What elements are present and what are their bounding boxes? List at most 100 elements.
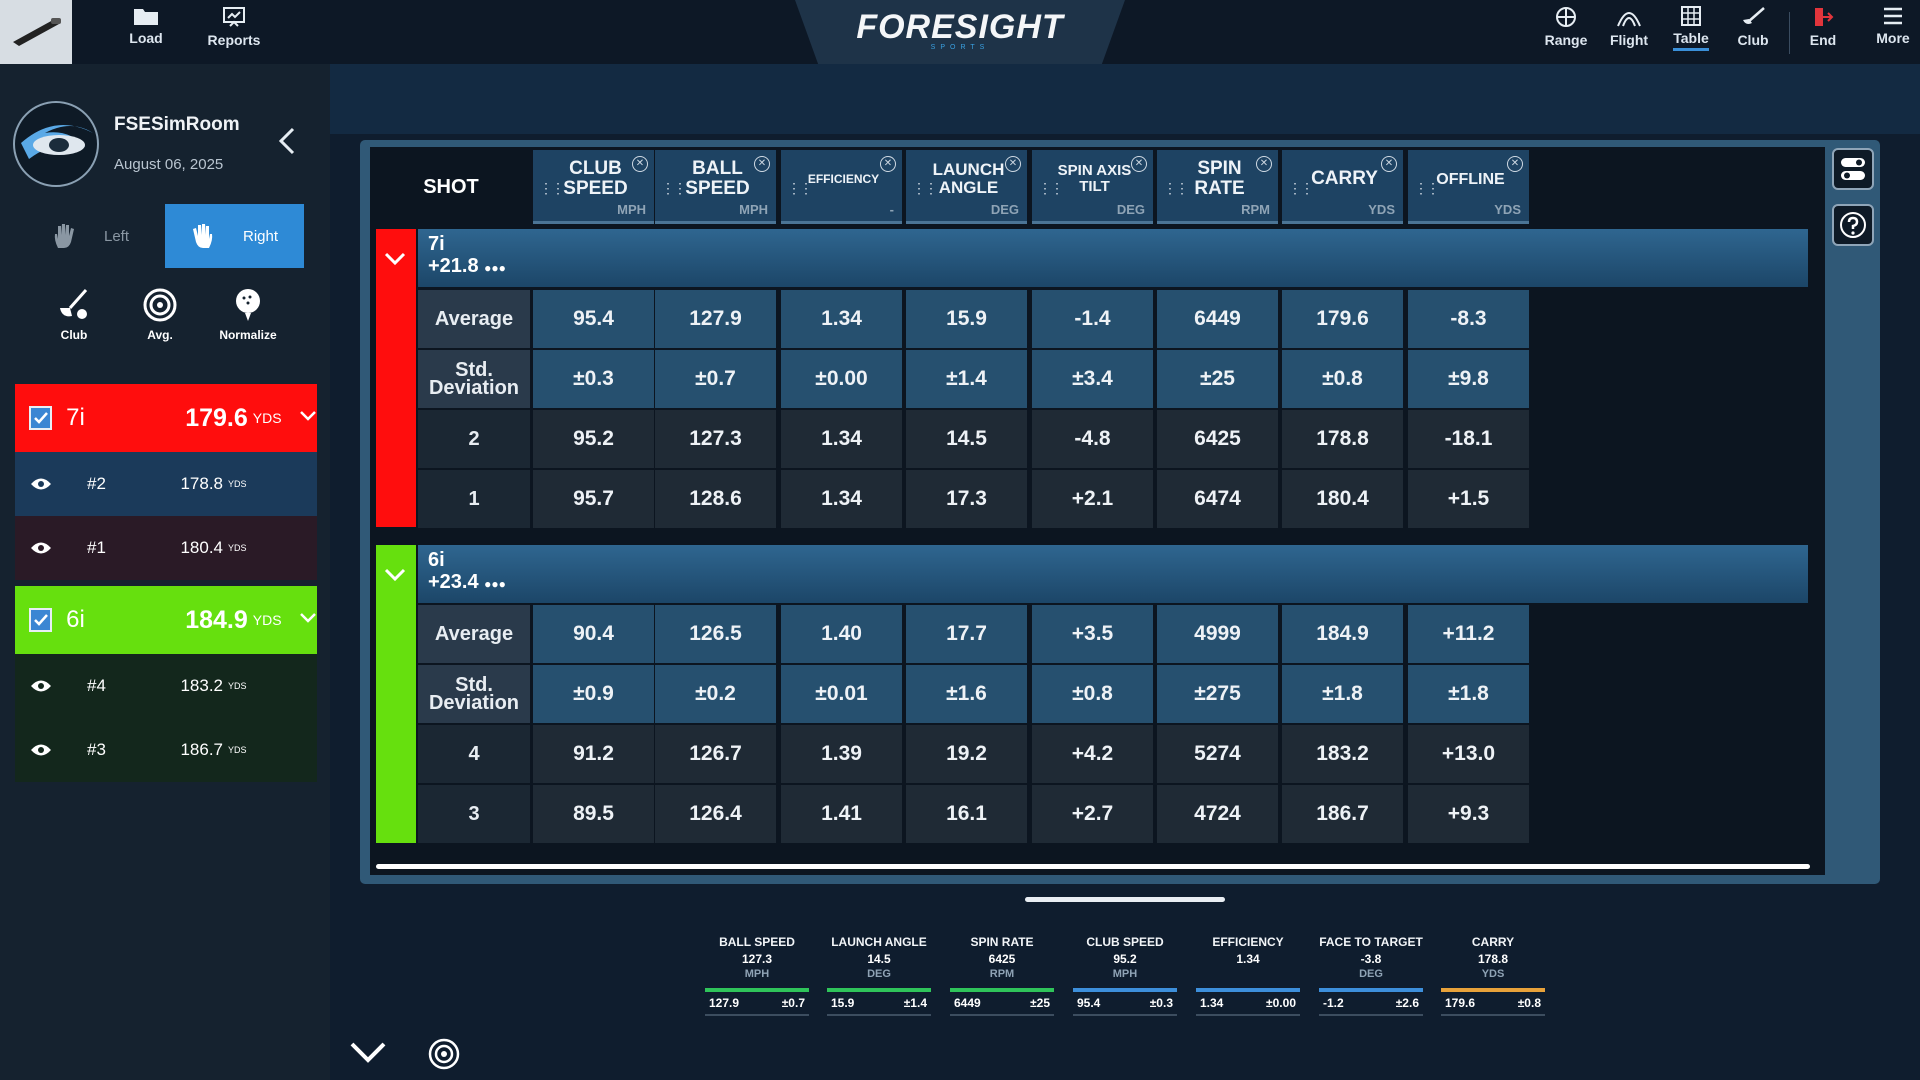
column-header[interactable]: ⋮⋮ ✕ SPIN RATE RPM (1157, 150, 1278, 224)
metric-tile[interactable]: FACE TO TARGET -3.8 DEG -1.2 ±2.6 (1319, 918, 1423, 1016)
shot-row[interactable]: #3 186.7 YDS (15, 718, 317, 782)
table-cell: +3.5 (1032, 605, 1153, 663)
metric-tile[interactable]: BALL SPEED 127.3 MPH 127.9 ±0.7 (705, 918, 809, 1016)
remove-column-icon[interactable]: ✕ (880, 156, 896, 172)
target-button[interactable] (428, 1038, 460, 1075)
end-button[interactable]: End (1800, 6, 1846, 48)
avatar[interactable] (13, 101, 99, 187)
settings-toggle-button[interactable] (1832, 148, 1874, 190)
left-hand-toggle[interactable]: Left (16, 204, 165, 268)
shot-row[interactable]: #4 183.2 YDS (15, 654, 317, 718)
column-header[interactable]: ⋮⋮ ✕ SPIN AXIS TILT DEG (1032, 150, 1153, 224)
metric-underline (1441, 1014, 1545, 1016)
shot-row-label: 4 (418, 725, 530, 783)
page-indicator[interactable] (1025, 897, 1225, 902)
club-row-7i[interactable]: 7i 179.6 YDS (15, 384, 317, 452)
visibility-toggle[interactable] (23, 541, 59, 555)
table-cell: +2.1 (1032, 470, 1153, 528)
load-button[interactable]: Load (120, 6, 172, 46)
flight-button[interactable]: Flight (1604, 6, 1654, 48)
metric-average: 1.34 (1200, 996, 1224, 1010)
remove-column-icon[interactable]: ✕ (1256, 156, 1272, 172)
table-cell: 91.2 (533, 725, 654, 783)
drag-handle-icon[interactable]: ⋮⋮ (1038, 180, 1064, 196)
collapse-sidebar-button[interactable] (276, 126, 298, 161)
club-tool-button[interactable]: Club (34, 288, 114, 342)
table-button[interactable]: Table (1664, 6, 1718, 51)
remove-column-icon[interactable]: ✕ (1131, 156, 1147, 172)
column-name: CARRY (1311, 168, 1378, 189)
column-header[interactable]: ⋮⋮ ✕ LAUNCH ANGLE DEG (906, 150, 1027, 224)
home-button[interactable] (0, 0, 72, 64)
drag-handle-icon[interactable]: ⋮⋮ (912, 180, 938, 196)
shot-number: #1 (87, 538, 106, 557)
column-header[interactable]: ⋮⋮ ✕ CLUB SPEED MPH (533, 150, 654, 224)
collapse-group-7i-button[interactable] (384, 252, 406, 271)
drag-handle-icon[interactable]: ⋮⋮ (1414, 180, 1440, 196)
range-label: Range (1544, 32, 1588, 48)
range-button[interactable]: Range (1540, 6, 1592, 48)
metric-tile[interactable]: EFFICIENCY 1.34 1.34 ±0.00 (1196, 918, 1300, 1016)
visibility-toggle[interactable] (23, 743, 59, 757)
more-dots-icon[interactable]: ●●● (484, 261, 506, 275)
average-tool-button[interactable]: Avg. (120, 288, 200, 342)
table-cell: 126.4 (655, 785, 776, 843)
remove-column-icon[interactable]: ✕ (632, 156, 648, 172)
drag-handle-icon[interactable]: ⋮⋮ (1288, 180, 1314, 196)
more-button[interactable]: More (1870, 6, 1916, 46)
group-header-7i[interactable]: 7i +21.8 ●●● (418, 229, 1808, 287)
metric-std: ±0.8 (1517, 996, 1541, 1010)
club-checkbox-6i[interactable] (29, 608, 53, 632)
chevron-down-icon (300, 411, 316, 421)
remove-column-icon[interactable]: ✕ (1381, 156, 1397, 172)
collapse-panel-button[interactable] (348, 1040, 388, 1069)
remove-column-icon[interactable]: ✕ (1005, 156, 1021, 172)
table-cell: 90.4 (533, 605, 654, 663)
shot-row[interactable]: #1 180.4 YDS (15, 516, 317, 580)
metric-unit (1196, 968, 1300, 980)
drag-handle-icon[interactable]: ⋮⋮ (1163, 180, 1189, 196)
column-header[interactable]: ⋮⋮ ✕ BALL SPEED MPH (655, 150, 776, 224)
metric-tile[interactable]: CLUB SPEED 95.2 MPH 95.4 ±0.3 (1073, 918, 1177, 1016)
table-cell: +4.2 (1032, 725, 1153, 783)
column-header[interactable]: ⋮⋮ ✕ OFFLINE YDS (1408, 150, 1529, 224)
eye-icon (31, 542, 51, 554)
reports-button[interactable]: Reports (203, 6, 265, 48)
group-header-6i[interactable]: 6i +23.4 ●●● (418, 545, 1808, 603)
club-checkbox-7i[interactable] (29, 406, 53, 430)
remove-column-icon[interactable]: ✕ (1507, 156, 1523, 172)
horizontal-scrollbar[interactable] (376, 864, 1810, 869)
more-dots-icon[interactable]: ●●● (484, 577, 506, 591)
drag-handle-icon[interactable]: ⋮⋮ (661, 180, 687, 196)
metric-tile[interactable]: CARRY 178.8 YDS 179.6 ±0.8 (1441, 918, 1545, 1016)
normalize-tool-button[interactable]: Normalize (208, 288, 288, 342)
expand-club-button[interactable] (299, 611, 317, 629)
table-cell: -4.8 (1032, 410, 1153, 468)
table-label: Table (1673, 30, 1709, 51)
drag-handle-icon[interactable]: ⋮⋮ (539, 180, 565, 196)
stat-row-label: Std. Deviation (418, 350, 530, 408)
metric-unit: DEG (1359, 968, 1383, 980)
remove-column-icon[interactable]: ✕ (754, 156, 770, 172)
metric-tile[interactable]: SPIN RATE 6425 RPM 6449 ±25 (950, 918, 1054, 1016)
club-button[interactable]: Club (1728, 6, 1778, 48)
column-unit: MPH (617, 202, 646, 217)
shot-row[interactable]: #2 178.8 YDS (15, 452, 317, 516)
visibility-toggle[interactable] (23, 477, 59, 491)
drag-handle-icon[interactable]: ⋮⋮ (787, 180, 813, 196)
help-button[interactable] (1832, 204, 1874, 246)
column-header[interactable]: ⋮⋮ ✕ CARRY YDS (1282, 150, 1403, 224)
column-unit: RPM (1241, 202, 1270, 217)
std-label: Std. Deviation (428, 359, 520, 399)
end-label: End (1809, 32, 1837, 48)
visibility-toggle[interactable] (23, 679, 59, 693)
metric-tile[interactable]: LAUNCH ANGLE 14.5 DEG 15.9 ±1.4 (827, 918, 931, 1016)
table-cell: ±9.8 (1408, 350, 1529, 408)
right-hand-toggle[interactable]: Right (165, 204, 304, 268)
collapse-group-6i-button[interactable] (384, 568, 406, 587)
expand-club-button[interactable] (299, 409, 317, 427)
club-row-6i[interactable]: 6i 184.9 YDS (15, 586, 317, 654)
column-header[interactable]: ⋮⋮ ✕ EFFICIENCY - (781, 150, 902, 224)
table-cell: 1.41 (781, 785, 902, 843)
table-cell: 1.34 (781, 470, 902, 528)
